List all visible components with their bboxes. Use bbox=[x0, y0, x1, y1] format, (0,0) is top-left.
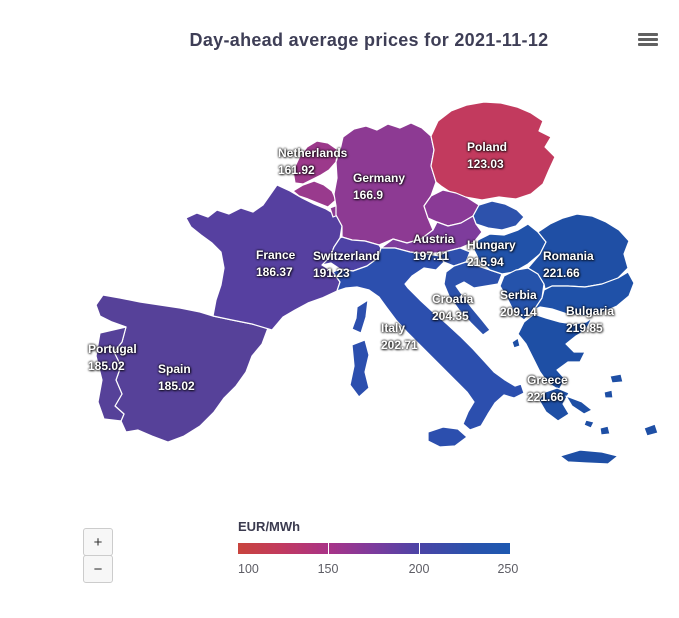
map-zoom-controls: + − bbox=[83, 528, 113, 583]
zoom-out-button[interactable]: − bbox=[83, 555, 113, 583]
country-italy[interactable] bbox=[332, 247, 525, 431]
legend-tick-mark bbox=[419, 543, 420, 554]
zoom-in-button[interactable]: + bbox=[83, 528, 113, 556]
country-crete[interactable] bbox=[559, 449, 619, 465]
greek-island[interactable] bbox=[511, 337, 521, 349]
country-sicily[interactable] bbox=[427, 426, 468, 448]
legend-tick-labels: 100 150 200 250 bbox=[238, 562, 518, 578]
legend-tick-label: 250 bbox=[497, 562, 519, 576]
country-serbia[interactable] bbox=[499, 267, 545, 321]
greek-island[interactable] bbox=[643, 423, 659, 437]
menu-bar bbox=[638, 33, 658, 36]
country-portugal[interactable] bbox=[95, 326, 127, 422]
country-bulgaria[interactable] bbox=[533, 271, 635, 317]
color-axis-legend: EUR/MWh 100 150 200 250 bbox=[238, 519, 518, 578]
legend-tick-label: 100 bbox=[238, 562, 259, 576]
legend-tick-label: 200 bbox=[408, 562, 430, 576]
legend-gradient-bar bbox=[238, 543, 510, 554]
country-germany[interactable] bbox=[333, 122, 437, 246]
greek-island[interactable] bbox=[599, 425, 611, 436]
chart-title: Day-ahead average prices for 2021-11-12 bbox=[189, 30, 549, 50]
country-poland[interactable] bbox=[430, 101, 556, 201]
greek-island[interactable] bbox=[609, 373, 624, 384]
legend-tick-mark bbox=[328, 543, 329, 554]
country-netherlands[interactable] bbox=[292, 140, 339, 185]
country-slovakia[interactable] bbox=[472, 200, 525, 231]
country-corsica[interactable] bbox=[351, 299, 369, 334]
menu-bar bbox=[638, 38, 658, 41]
country-romania[interactable] bbox=[527, 213, 630, 290]
country-greece[interactable] bbox=[517, 313, 593, 391]
country-sardinia[interactable] bbox=[349, 339, 370, 398]
country-france[interactable] bbox=[185, 184, 343, 331]
legend-tick-label: 150 bbox=[317, 562, 339, 576]
greek-island[interactable] bbox=[565, 395, 593, 415]
greek-island[interactable] bbox=[583, 419, 595, 429]
greek-island[interactable] bbox=[603, 389, 614, 399]
legend-title: EUR/MWh bbox=[238, 519, 301, 534]
country-croatia[interactable] bbox=[443, 261, 503, 336]
country-peloponnese[interactable] bbox=[538, 387, 570, 422]
menu-bar bbox=[638, 43, 658, 46]
context-menu-icon[interactable] bbox=[638, 33, 658, 46]
